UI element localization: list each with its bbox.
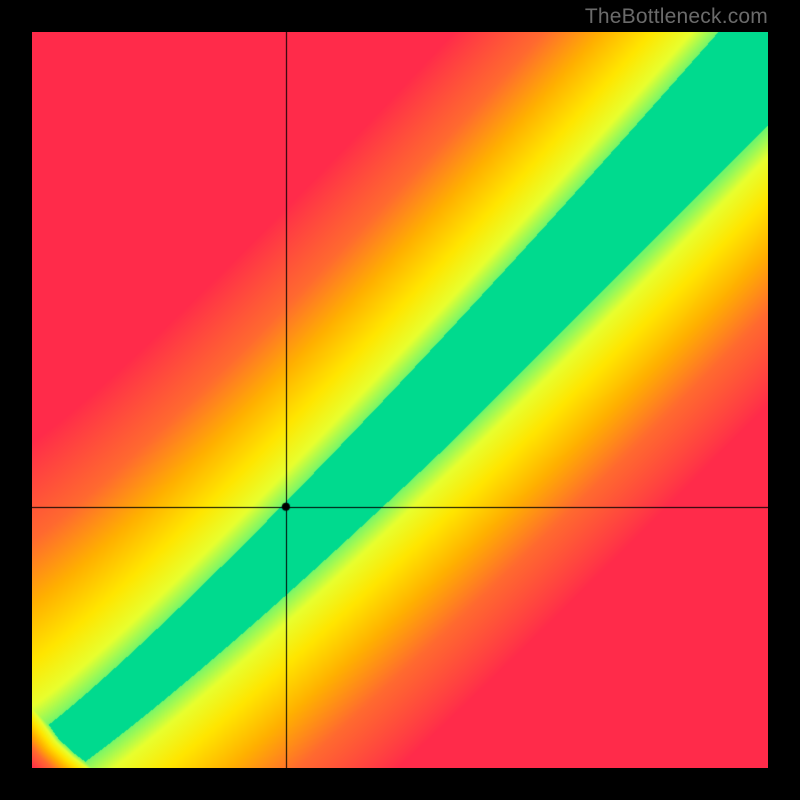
watermark-text: TheBottleneck.com — [585, 5, 768, 29]
chart-container: TheBottleneck.com — [0, 0, 800, 800]
heatmap-plot — [32, 32, 768, 768]
heatmap-canvas — [32, 32, 768, 768]
